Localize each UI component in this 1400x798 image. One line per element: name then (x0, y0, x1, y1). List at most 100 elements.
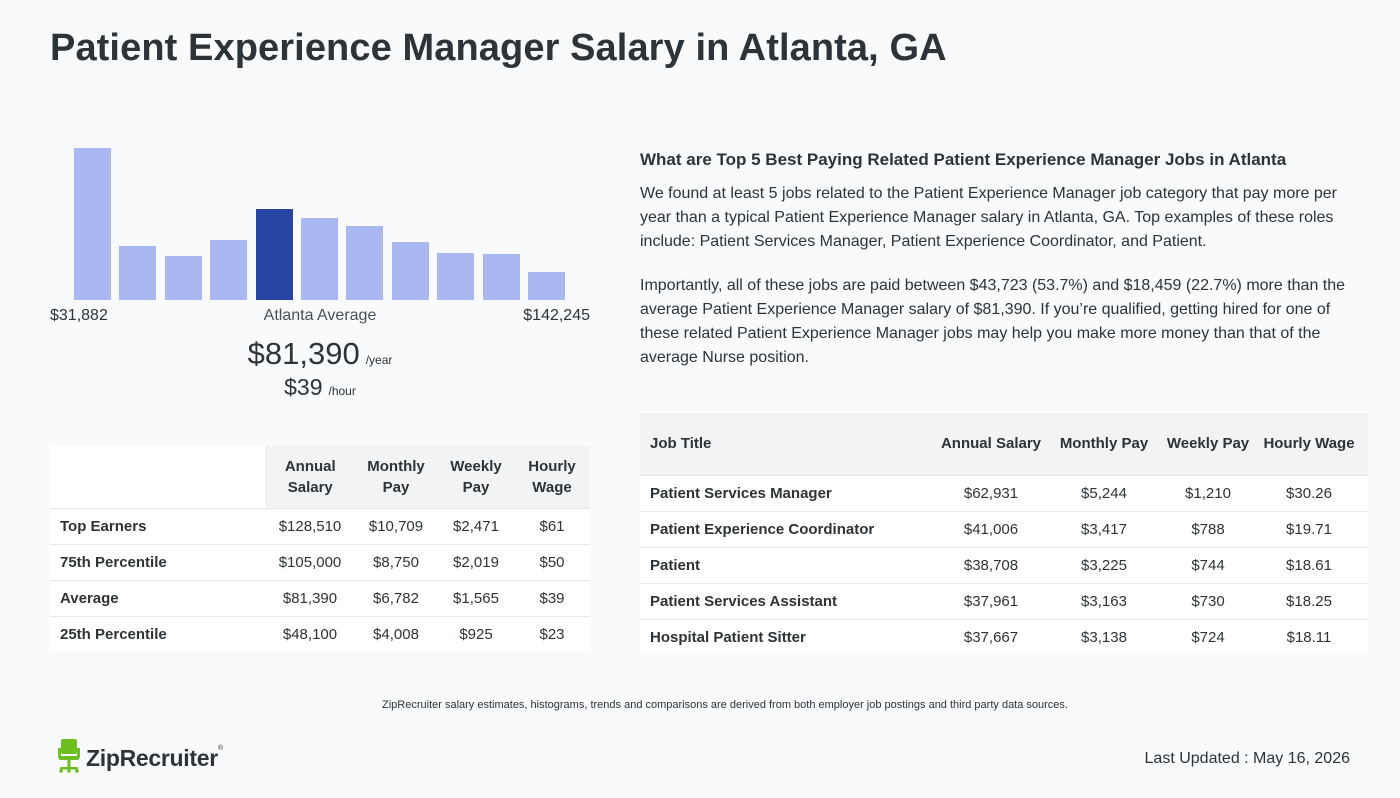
jobs-header-title: Job Title (640, 413, 940, 475)
histogram-bar (346, 226, 384, 300)
job-title-cell: Patient Experience Coordinator (640, 510, 940, 547)
table-row: Patient $38,708 $3,225 $744 $18.61 (640, 546, 1368, 583)
ziprecruiter-logo[interactable]: ZipRecruiter® (58, 738, 223, 778)
table-row: Hospital Patient Sitter $37,667 $3,138 $… (640, 618, 1368, 655)
hourly-wage-cell: $30.26 (1250, 474, 1368, 511)
jobs-header-monthly: Monthly Pay (1042, 413, 1166, 475)
histogram-labels: $31,882 Atlanta Average $142,245 (50, 307, 590, 329)
average-salary: $81,390/year $39/hour (50, 336, 590, 401)
percentile-header-annual: Annual Salary (266, 446, 354, 508)
table-row: Patient Services Manager $62,931 $5,244 … (640, 474, 1368, 511)
monthly-pay-cell: $8,750 (354, 543, 438, 580)
page-title: Patient Experience Manager Salary in Atl… (50, 27, 947, 69)
histogram-average-label: Atlanta Average (263, 307, 377, 324)
histogram-bar (528, 272, 565, 300)
table-row: 25th Percentile $48,100 $4,008 $925 $23 (50, 615, 590, 652)
table-row: 75th Percentile $105,000 $8,750 $2,019 $… (50, 543, 590, 580)
annual-salary-cell: $48,100 (266, 615, 354, 652)
weekly-pay-cell: $788 (1166, 510, 1250, 547)
histogram-bar (119, 246, 157, 300)
monthly-pay-cell: $5,244 (1042, 474, 1166, 511)
annual-salary-cell: $81,390 (266, 579, 354, 616)
average-hourly-unit: /hour (328, 384, 356, 398)
histogram-bar (391, 242, 429, 300)
histogram-bar (210, 240, 248, 300)
histogram-bar (164, 256, 202, 300)
row-label: 75th Percentile (50, 543, 266, 580)
table-row: Patient Experience Coordinator $41,006 $… (640, 510, 1368, 547)
monthly-pay-cell: $3,225 (1042, 546, 1166, 583)
hourly-wage-cell: $61 (514, 507, 590, 544)
job-title-cell: Patient Services Manager (640, 474, 940, 511)
related-jobs-paragraph-2: Importantly, all of these jobs are paid … (640, 277, 1346, 366)
histogram-max-label: $142,245 (523, 307, 590, 324)
weekly-pay-cell: $2,019 (438, 543, 514, 580)
percentile-header-monthly: Monthly Pay (354, 446, 438, 508)
weekly-pay-cell: $730 (1166, 582, 1250, 619)
annual-salary-cell: $41,006 (940, 510, 1042, 547)
job-title-cell: Hospital Patient Sitter (640, 618, 940, 655)
weekly-pay-cell: $1,565 (438, 579, 514, 616)
annual-salary-cell: $37,961 (940, 582, 1042, 619)
hourly-wage-cell: $19.71 (1250, 510, 1368, 547)
related-jobs-table: Job Title Annual Salary Monthly Pay Week… (640, 413, 1368, 655)
related-jobs-paragraph-1: We found at least 5 jobs related to the … (640, 185, 1338, 250)
histogram-bar (482, 254, 520, 300)
last-updated: Last Updated : May 16, 2026 (1144, 750, 1350, 767)
monthly-pay-cell: $3,163 (1042, 582, 1166, 619)
logo-wordmark: ZipRecruiter® (86, 744, 223, 771)
monthly-pay-cell: $3,417 (1042, 510, 1166, 547)
row-label: 25th Percentile (50, 615, 266, 652)
hourly-wage-cell: $18.11 (1250, 618, 1368, 655)
job-title-cell: Patient Services Assistant (640, 582, 940, 619)
monthly-pay-cell: $10,709 (354, 507, 438, 544)
row-label: Average (50, 579, 266, 616)
histogram-bar (255, 209, 293, 300)
row-label: Top Earners (50, 507, 266, 544)
chair-icon (58, 738, 80, 778)
percentile-table: Annual Salary Monthly Pay Weekly Pay Hou… (50, 446, 590, 652)
jobs-header-hourly: Hourly Wage (1250, 413, 1368, 475)
salary-histogram (50, 130, 590, 300)
table-row: Average $81,390 $6,782 $1,565 $39 (50, 579, 590, 616)
weekly-pay-cell: $925 (438, 615, 514, 652)
average-hourly: $39/hour (50, 374, 590, 401)
weekly-pay-cell: $1,210 (1166, 474, 1250, 511)
monthly-pay-cell: $6,782 (354, 579, 438, 616)
annual-salary-cell: $37,667 (940, 618, 1042, 655)
hourly-wage-cell: $23 (514, 615, 590, 652)
jobs-header-weekly: Weekly Pay (1166, 413, 1250, 475)
histogram-bar (437, 253, 475, 300)
annual-salary-cell: $38,708 (940, 546, 1042, 583)
monthly-pay-cell: $3,138 (1042, 618, 1166, 655)
weekly-pay-cell: $724 (1166, 618, 1250, 655)
percentile-header-blank (50, 446, 267, 508)
hourly-wage-cell: $18.25 (1250, 582, 1368, 619)
annual-salary-cell: $62,931 (940, 474, 1042, 511)
weekly-pay-cell: $744 (1166, 546, 1250, 583)
job-title-cell: Patient (640, 546, 940, 583)
jobs-header-annual: Annual Salary (940, 413, 1042, 475)
weekly-pay-cell: $2,471 (438, 507, 514, 544)
annual-salary-cell: $128,510 (266, 507, 354, 544)
jobs-header-row: Job Title Annual Salary Monthly Pay Week… (640, 413, 1368, 475)
related-jobs-title: What are Top 5 Best Paying Related Patie… (640, 150, 1287, 169)
average-annual: $81,390/year (50, 336, 590, 372)
hourly-wage-cell: $39 (514, 579, 590, 616)
histogram-bar (74, 148, 111, 300)
table-row: Top Earners $128,510 $10,709 $2,471 $61 (50, 507, 590, 544)
percentile-header-weekly: Weekly Pay (438, 446, 514, 508)
average-annual-unit: /year (365, 353, 393, 367)
related-jobs-section: What are Top 5 Best Paying Related Patie… (640, 148, 1360, 370)
average-hourly-value: $39 (284, 374, 323, 400)
histogram-bar (301, 218, 338, 300)
hourly-wage-cell: $50 (514, 543, 590, 580)
percentile-header-hourly: Hourly Wage (514, 446, 590, 508)
data-disclaimer: ZipRecruiter salary estimates, histogram… (382, 699, 1068, 711)
average-annual-value: $81,390 (247, 336, 360, 371)
table-row: Patient Services Assistant $37,961 $3,16… (640, 582, 1368, 619)
hourly-wage-cell: $18.61 (1250, 546, 1368, 583)
monthly-pay-cell: $4,008 (354, 615, 438, 652)
histogram-min-label: $31,882 (50, 307, 108, 324)
annual-salary-cell: $105,000 (266, 543, 354, 580)
